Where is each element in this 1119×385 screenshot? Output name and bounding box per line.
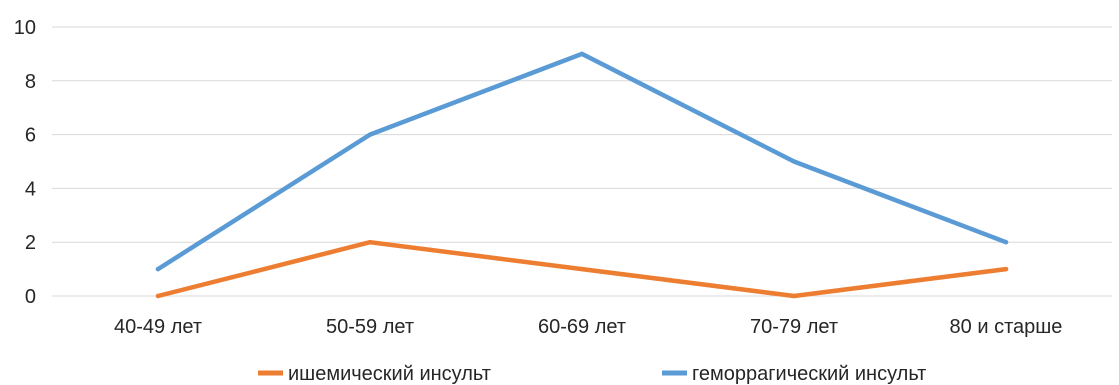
x-tick-label: 80 и старше <box>950 316 1063 338</box>
y-tick-label: 10 <box>14 17 36 39</box>
x-tick-label: 40-49 лет <box>114 316 202 338</box>
series-lines <box>155 51 1009 299</box>
y-tick-label: 8 <box>25 71 36 93</box>
y-axis: 0 2 4 6 8 10 <box>14 17 36 308</box>
x-tick-label: 70-79 лет <box>750 316 838 338</box>
data-point <box>155 293 161 299</box>
data-point <box>1003 266 1009 272</box>
x-tick-label: 50-59 лет <box>326 316 414 338</box>
data-point <box>367 132 373 137</box>
legend-label: ишемический инсульт <box>288 363 491 385</box>
x-axis: 40-49 лет 50-59 лет 60-69 лет 70-79 лет 80 и… <box>114 316 1062 338</box>
y-tick-label: 2 <box>25 232 36 254</box>
gridlines <box>52 26 1112 297</box>
y-tick-label: 4 <box>25 178 36 200</box>
data-point <box>155 266 161 272</box>
legend: ишемический инсульт геморрагический инсул… <box>258 363 926 385</box>
data-point <box>791 293 797 299</box>
data-point <box>579 266 585 272</box>
x-tick-label: 60-69 лет <box>538 316 626 338</box>
y-tick-label: 6 <box>25 125 36 147</box>
data-point <box>367 240 373 245</box>
data-point <box>579 51 585 57</box>
y-tick-label: 0 <box>25 286 36 308</box>
series-line-1 <box>155 51 1009 272</box>
data-point <box>791 159 797 164</box>
data-point <box>1003 240 1009 245</box>
legend-label: геморрагический инсульт <box>692 363 926 385</box>
